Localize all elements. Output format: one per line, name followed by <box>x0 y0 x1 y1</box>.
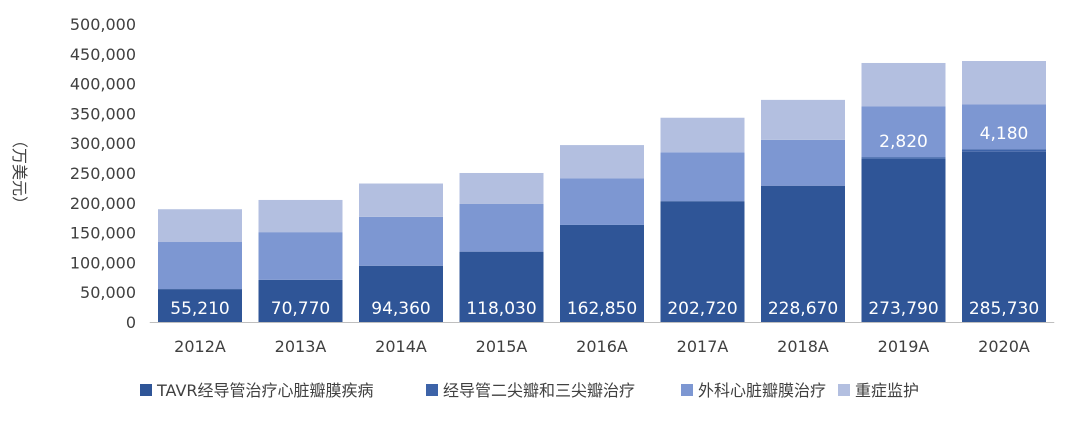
bar-segment <box>560 224 644 322</box>
legend-swatch <box>140 384 152 396</box>
bar-segment <box>459 172 544 204</box>
bar-value-label: 202,720 <box>667 299 737 319</box>
bar-segment <box>359 183 443 217</box>
bar-segment <box>962 151 1046 322</box>
x-tick-label: 2016A <box>576 337 628 356</box>
bar-segment <box>962 104 1046 150</box>
x-tick-label: 2018A <box>777 337 829 356</box>
bar-segment <box>660 117 745 153</box>
bar-segment <box>861 62 946 107</box>
bar-segment <box>459 251 544 322</box>
bar-segment <box>660 201 745 322</box>
y-tick-label: 300,000 <box>70 134 136 153</box>
legend-label: 重症监护 <box>855 381 919 400</box>
y-tick-label: 250,000 <box>70 164 136 183</box>
bar-segment <box>258 199 343 233</box>
x-tick-label: 2014A <box>375 337 427 356</box>
y-tick-label: 100,000 <box>70 253 136 272</box>
bar-segment <box>459 203 544 252</box>
bar-segment <box>359 216 443 266</box>
bar-segment <box>660 152 745 202</box>
bar-segment <box>158 242 242 290</box>
x-tick-label: 2013A <box>275 337 327 356</box>
legend-swatch <box>838 384 850 396</box>
x-tick-label: 2017A <box>677 337 729 356</box>
bar-segment <box>861 158 946 322</box>
bar-value-label: 55,210 <box>170 299 229 319</box>
x-tick-label: 2012A <box>174 337 226 356</box>
y-tick-label: 50,000 <box>80 283 136 302</box>
bar-segment <box>962 61 1046 105</box>
y-tick-label: 350,000 <box>70 104 136 123</box>
x-axis-ticks: 2012A 2013A 2014A 2015A 2016A 2017A 2018A 2019A… <box>174 337 1030 356</box>
x-tick-label: 2020A <box>978 337 1030 356</box>
bar-value-label: 162,850 <box>567 299 637 319</box>
bar-segment <box>258 232 343 280</box>
legend-label: 外科心脏瓣膜治疗 <box>698 381 826 400</box>
bar-labels-group: 55,210 70,770 94,360 118,030 162,850 202,720 2… <box>170 124 1039 319</box>
bar-segment <box>861 157 946 159</box>
y-tick-label: 0 <box>126 313 136 332</box>
y-tick-label: 200,000 <box>70 194 136 213</box>
bar-value-label: 273,790 <box>868 299 938 319</box>
bar-value-label: 285,730 <box>969 299 1039 319</box>
bar-value-label: 94,360 <box>371 299 430 319</box>
bar-segment <box>861 106 946 158</box>
bar-value-label: 118,030 <box>466 299 536 319</box>
legend-label: TAVR经导管治疗心脏瓣膜疾病 <box>156 381 374 400</box>
x-tick-label: 2019A <box>878 337 930 356</box>
x-tick-label: 2015A <box>476 337 528 356</box>
bar-value-label: 228,670 <box>768 299 838 319</box>
y-tick-label: 400,000 <box>70 75 136 94</box>
bar-segment <box>761 185 845 322</box>
y-axis-ticks: 500,000 450,000 400,000 350,000 300,000 250,0… <box>70 15 136 332</box>
bar-segment <box>962 149 1046 152</box>
legend-label: 经导管二尖瓣和三尖瓣治疗 <box>443 381 635 400</box>
bar-value-label: 2,820 <box>879 132 928 152</box>
legend: TAVR经导管治疗心脏瓣膜疾病 经导管二尖瓣和三尖瓣治疗 外科心脏瓣膜治疗 重症监护 <box>140 381 919 400</box>
bar-segment <box>761 139 845 186</box>
y-tick-label: 500,000 <box>70 15 136 34</box>
bar-segment <box>560 145 644 179</box>
bar-segment <box>359 265 443 322</box>
bars-group <box>158 61 1046 322</box>
bar-segment <box>560 178 644 225</box>
y-tick-label: 450,000 <box>70 45 136 64</box>
bar-value-label: 4,180 <box>980 124 1029 144</box>
bar-segment <box>761 99 845 140</box>
legend-swatch <box>426 384 438 396</box>
y-tick-label: 150,000 <box>70 224 136 243</box>
bar-segment <box>158 209 242 243</box>
bar-segment <box>258 279 343 322</box>
bar-segment <box>158 289 242 322</box>
y-axis-label: （万美元） <box>10 132 29 212</box>
bar-value-label: 70,770 <box>271 299 330 319</box>
legend-swatch <box>681 384 693 396</box>
